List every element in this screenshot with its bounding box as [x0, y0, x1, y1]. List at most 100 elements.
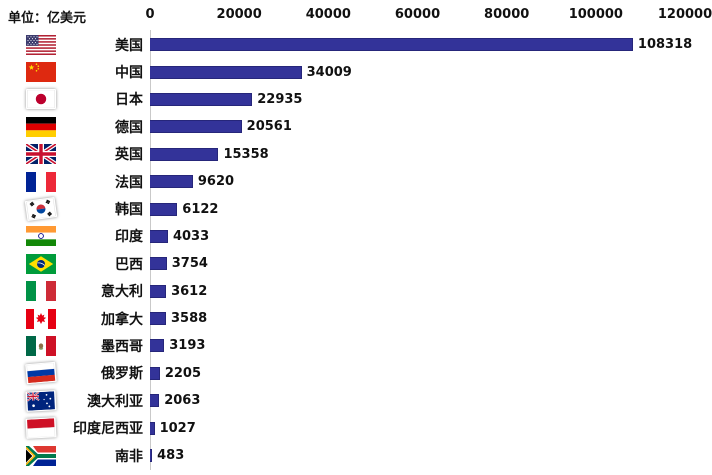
id-flag-icon: [25, 417, 57, 439]
country-label: 日本: [115, 92, 143, 109]
flag-cell: [25, 116, 57, 138]
bar-rows: 美国 108318 中国 34009 日本 22935 德国 20561 英国 15358 法国 96…: [0, 31, 712, 469]
de-flag-icon: [26, 116, 56, 137]
country-label: 中国: [115, 65, 143, 82]
bar-area: 3754: [150, 250, 712, 277]
us-flag-icon: [26, 34, 56, 55]
bar-row: 英国 15358: [0, 141, 712, 168]
bar: [150, 284, 167, 298]
flag-cell: [25, 88, 57, 110]
bar: [150, 449, 153, 463]
bar-area: 15358: [150, 141, 712, 168]
bar-area: 483: [150, 442, 712, 469]
country-label: 印度: [115, 229, 143, 246]
bar: [150, 38, 633, 52]
country-label: 墨西哥: [101, 338, 143, 355]
bar-row: 法国 9620: [0, 168, 712, 195]
bar-area: 108318: [150, 31, 712, 58]
bar-value-label: 22935: [257, 91, 303, 107]
bar: [150, 175, 193, 189]
bar-value-label: 9620: [197, 174, 235, 190]
ca-flag-icon: [26, 308, 56, 329]
x-tick-label: 100000: [568, 7, 623, 22]
bar-row: 意大利 3612: [0, 278, 712, 305]
bar-value-label: 20561: [246, 119, 292, 135]
bar-area: 20561: [150, 113, 712, 140]
bar-area: 3193: [150, 332, 712, 359]
bar: [150, 92, 253, 106]
flag-cell: [25, 143, 57, 165]
flag-cell: [25, 61, 57, 83]
bar-row: 南非 483: [0, 442, 712, 469]
bar: [150, 394, 160, 408]
kr-flag-icon: [24, 197, 58, 222]
bar-row: 德国 20561: [0, 113, 712, 140]
bar: [150, 312, 166, 326]
bar: [150, 147, 219, 161]
bar-row: 加拿大 3588: [0, 305, 712, 332]
country-label: 法国: [115, 174, 143, 191]
country-label: 英国: [115, 147, 143, 164]
bar-area: 4033: [150, 223, 712, 250]
ru-flag-icon: [25, 362, 57, 385]
bar-value-label: 483: [157, 448, 185, 464]
x-tick-label: 20000: [216, 7, 262, 22]
country-label: 印度尼西亚: [73, 421, 143, 438]
x-tick-label: 40000: [305, 7, 351, 22]
bar-row: 印度尼西亚 1027: [0, 414, 712, 441]
unit-label: 单位：亿美元: [8, 11, 87, 26]
bar-area: 22935: [150, 86, 712, 113]
bar: [150, 339, 165, 353]
bar-value-label: 3193: [169, 338, 206, 354]
x-tick-label: 60000: [394, 7, 441, 22]
bar-value-label: 108318: [637, 37, 693, 53]
bar-value-label: 15358: [223, 146, 269, 162]
bar: [150, 202, 178, 216]
flag-cell: [25, 335, 57, 357]
country-label: 美国: [115, 37, 143, 54]
bar-value-label: 1027: [159, 420, 196, 436]
country-label: 俄罗斯: [101, 366, 143, 383]
bar-value-label: 6122: [182, 201, 219, 217]
au-flag-icon: [25, 389, 57, 412]
flag-cell: [25, 389, 57, 412]
country-label: 意大利: [101, 284, 143, 301]
country-label: 澳大利亚: [87, 393, 143, 410]
gb-flag-icon: [26, 144, 56, 165]
bar-row: 日本 22935: [0, 86, 712, 113]
bar-area: 34009: [150, 58, 712, 85]
country-label: 巴西: [115, 256, 143, 273]
bar: [150, 120, 242, 134]
flag-cell: [25, 225, 57, 247]
flag-cell: [25, 417, 57, 439]
bar-area: 2063: [150, 387, 712, 414]
bar-row: 俄罗斯 2205: [0, 360, 712, 387]
flag-cell: [25, 445, 57, 467]
flag-cell: [25, 171, 57, 193]
za-flag-icon: [26, 445, 56, 466]
x-tick-label: 120000: [657, 7, 712, 22]
flag-cell: [24, 197, 58, 222]
bar-value-label: 2205: [164, 365, 202, 381]
bar-value-label: 2063: [164, 393, 201, 409]
country-label: 韩国: [115, 202, 143, 219]
mx-flag-icon: [26, 335, 56, 356]
bar-value-label: 3754: [171, 256, 208, 272]
bar-value-label: 4033: [172, 228, 210, 244]
bar-area: 9620: [150, 168, 712, 195]
country-label: 德国: [115, 119, 143, 136]
bar-area: 2205: [150, 360, 712, 387]
bar: [150, 65, 302, 79]
br-flag-icon: [26, 253, 56, 274]
flag-cell: [25, 308, 57, 330]
bar-area: 6122: [150, 195, 712, 222]
bar-row: 墨西哥 3193: [0, 332, 712, 359]
bar-value-label: 34009: [306, 64, 352, 80]
flag-cell: [25, 253, 57, 275]
bar-value-label: 3588: [170, 311, 208, 327]
flag-cell: [25, 34, 57, 56]
bar: [150, 257, 167, 271]
bar-area: 3612: [150, 278, 712, 305]
bar: [150, 421, 155, 435]
